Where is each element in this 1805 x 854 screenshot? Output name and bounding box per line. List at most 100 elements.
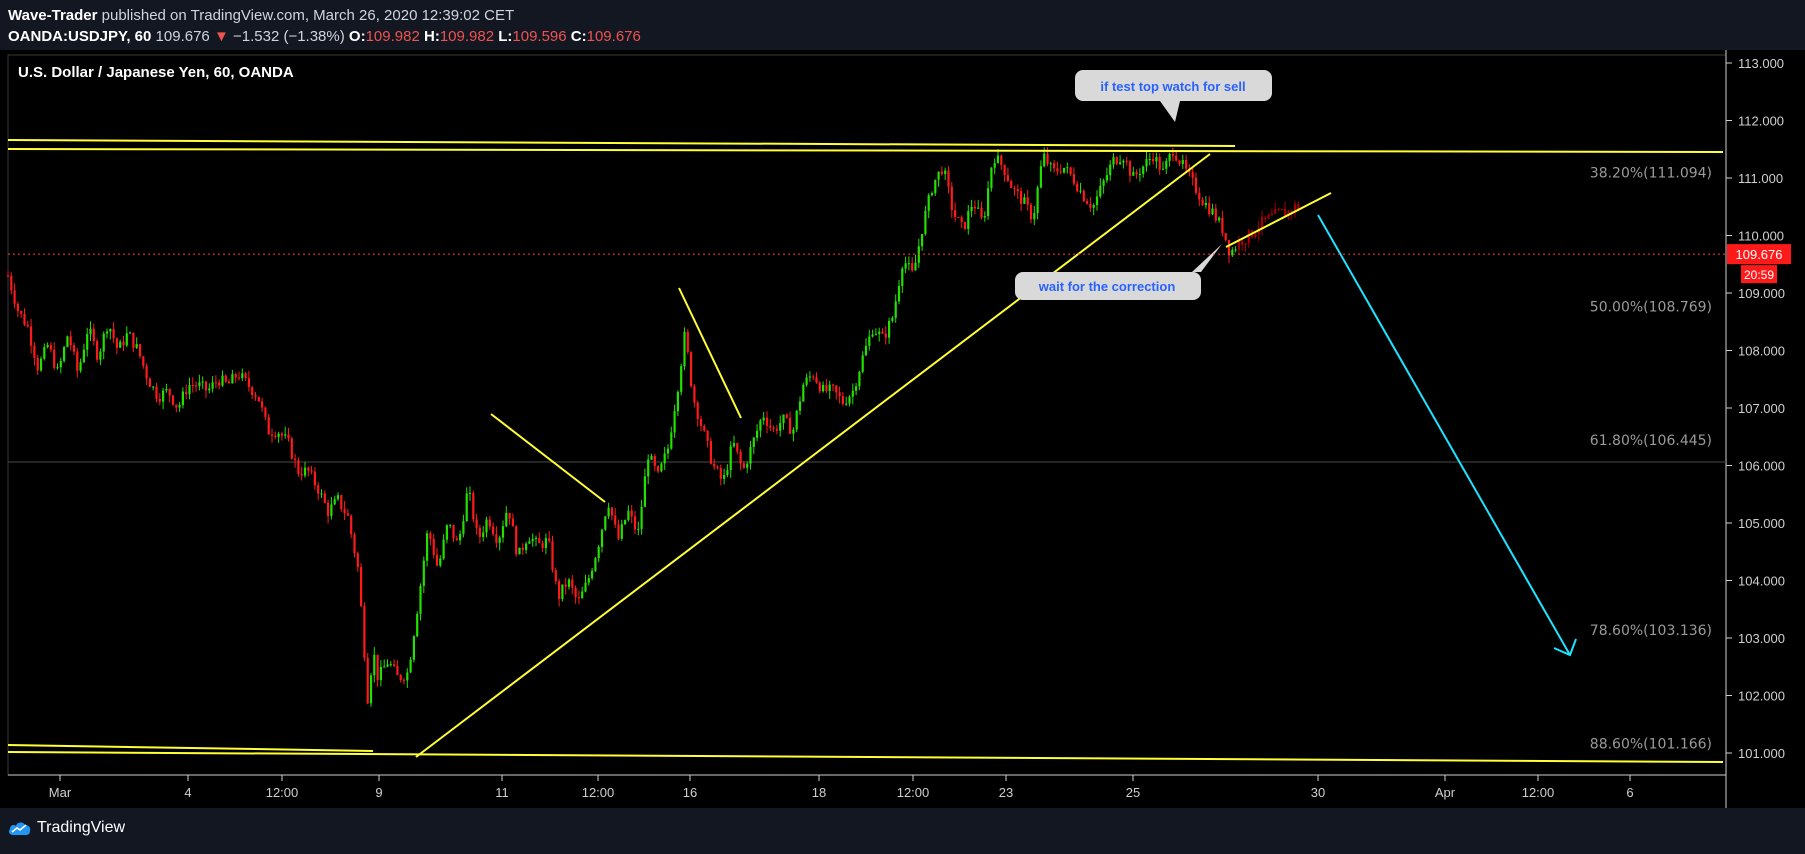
time-tick-label: Mar xyxy=(49,785,72,800)
callout-top[interactable]: if test top watch for sell xyxy=(1075,70,1272,122)
candle-body xyxy=(175,404,178,408)
candle-body xyxy=(416,613,419,637)
correction-channel-line[interactable] xyxy=(1225,192,1332,248)
candle-body xyxy=(940,171,943,175)
countdown-label: 20:59 xyxy=(1744,268,1774,282)
price-chart[interactable]: U.S. Dollar / Japanese Yen, 60, OANDA 38… xyxy=(0,50,1805,808)
price-tick-label: 107.000 xyxy=(1738,401,1785,416)
candle-body xyxy=(237,377,241,379)
time-tick-label: 12:00 xyxy=(897,785,930,800)
candle-body xyxy=(350,515,353,535)
price-tick-label: 104.000 xyxy=(1738,574,1785,589)
candle-body xyxy=(1062,167,1066,173)
candle-body xyxy=(706,430,709,441)
flag-line-1[interactable] xyxy=(490,413,606,503)
target-arrow-line[interactable] xyxy=(1317,214,1571,656)
candle-body xyxy=(162,390,165,402)
uptrend-line[interactable] xyxy=(415,153,1211,758)
resistance-line[interactable] xyxy=(7,148,1724,153)
price-tick-label: 103.000 xyxy=(1738,631,1785,646)
candle-body xyxy=(980,207,983,218)
time-tick-label: 4 xyxy=(184,785,191,800)
candle-body xyxy=(1039,166,1042,188)
candle-body xyxy=(241,373,244,379)
candle-body xyxy=(1237,240,1240,250)
resistance-line-upper[interactable] xyxy=(7,139,1236,147)
author-name[interactable]: Wave-Trader xyxy=(8,7,98,24)
candle-body xyxy=(736,443,739,452)
price-tick-label: 113.000 xyxy=(1738,56,1784,71)
candle-body xyxy=(369,675,373,704)
candle-body xyxy=(277,433,280,437)
candle-body xyxy=(102,333,105,352)
candle-body xyxy=(1059,171,1062,173)
candle-body xyxy=(584,582,587,592)
support-line[interactable] xyxy=(7,751,1724,763)
candle-body xyxy=(828,384,831,392)
candle-body xyxy=(254,395,257,397)
candle-body xyxy=(1284,208,1287,217)
candle-body xyxy=(247,378,250,388)
candle-body xyxy=(567,579,571,587)
candle-body xyxy=(287,434,290,439)
candle-body xyxy=(135,344,138,348)
candle-body xyxy=(76,351,79,371)
candle-body xyxy=(343,508,346,514)
candle-body xyxy=(808,376,811,378)
candle-body xyxy=(178,405,181,408)
candle-body xyxy=(1198,192,1201,200)
candle-body xyxy=(1148,158,1151,160)
candle-body xyxy=(171,395,175,405)
candle-body xyxy=(729,446,732,471)
price-axis[interactable]: 113.000 112.000 111.000 110.000 109.000 108.0… xyxy=(1726,56,1785,761)
candle-body xyxy=(1010,181,1013,188)
publish-line: Wave-Trader published on TradingView.com… xyxy=(8,7,514,24)
candle-body xyxy=(676,391,679,412)
candle-body xyxy=(79,362,82,371)
candle-body xyxy=(1000,155,1003,165)
candle-body xyxy=(627,510,630,521)
candle-body xyxy=(16,303,19,312)
candle-body xyxy=(429,533,432,539)
candle-body xyxy=(1234,249,1237,251)
time-tick-label: Apr xyxy=(1435,785,1456,800)
candle-body xyxy=(782,414,785,424)
low-value: 109.596 xyxy=(512,28,567,45)
fib-level-label: 88.60%(101.166) xyxy=(1590,736,1712,752)
candle-body xyxy=(56,367,59,369)
candle-body xyxy=(785,414,788,418)
candle-body xyxy=(109,329,112,332)
candle-body xyxy=(600,529,604,547)
candle-body xyxy=(1280,208,1283,210)
candle-body xyxy=(551,541,554,571)
time-axis[interactable]: Mar 4 12:00 9 11 12:00 16 18 12:00 23 25 30 Apr 12:00… xyxy=(49,775,1634,800)
candle-body xyxy=(1056,168,1059,172)
candle-body xyxy=(1023,197,1026,204)
callout-bottom[interactable]: wait for the correction xyxy=(1015,244,1222,300)
candle-body xyxy=(492,526,495,535)
candle-body xyxy=(409,659,412,673)
candle-body xyxy=(564,584,567,587)
time-tick-label: 12:00 xyxy=(266,785,299,800)
candle-body xyxy=(1175,155,1178,161)
publish-info: published on TradingView.com, March 26, … xyxy=(101,7,515,24)
candle-body xyxy=(1191,172,1194,178)
candle-body xyxy=(690,352,693,387)
candle-body xyxy=(360,567,363,607)
current-price-tag xyxy=(1727,244,1791,265)
candle-body xyxy=(211,382,214,389)
symbol-name[interactable]: OANDA:USDJPY, 60 xyxy=(8,28,152,45)
candle-body xyxy=(488,519,491,527)
tradingview-logo[interactable]: TradingView xyxy=(8,819,125,837)
candle-body xyxy=(1218,217,1221,221)
support-line-upper[interactable] xyxy=(7,744,374,752)
candle-body xyxy=(970,206,973,212)
candle-body xyxy=(455,538,458,541)
candle-body xyxy=(1125,160,1128,162)
candle-body xyxy=(571,579,574,588)
candle-body xyxy=(23,313,26,325)
flag-line-2[interactable] xyxy=(678,287,742,419)
candle-body xyxy=(1043,153,1046,167)
price-tick-label: 105.000 xyxy=(1738,516,1785,531)
candle-body xyxy=(1178,160,1181,165)
